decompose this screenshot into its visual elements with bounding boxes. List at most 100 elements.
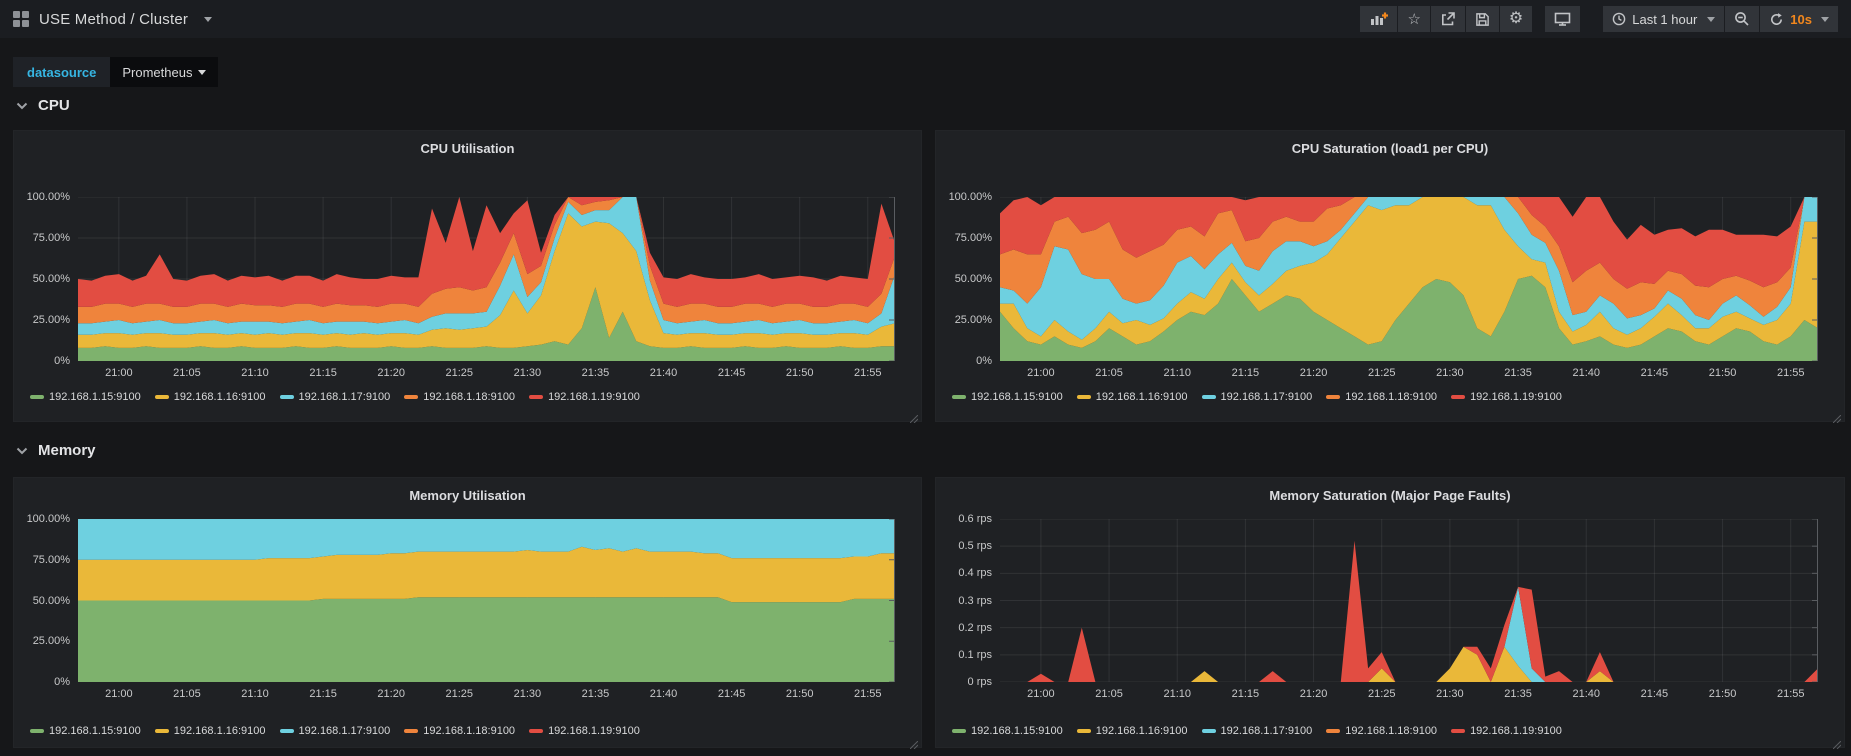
x-axis-tick-label: 21:10 [241, 688, 269, 700]
panel-cpu-utilisation: CPU Utilisation 100.00% 75.00% 50.00% 25.00… [13, 130, 922, 424]
panel-resize-handle[interactable] [1832, 410, 1842, 424]
x-axis-tick-label: 21:30 [1436, 688, 1464, 700]
legend-series-name: 192.168.1.16:9100 [1095, 391, 1188, 403]
panel-resize-handle[interactable] [1832, 736, 1842, 750]
chart-plot-area[interactable] [78, 519, 895, 682]
legend-series-color [279, 729, 294, 733]
datasource-variable-value[interactable]: Prometheus [110, 57, 219, 87]
legend-item[interactable]: 192.168.1.19:9100 [1451, 391, 1562, 403]
chart-plot-area[interactable] [78, 197, 895, 361]
submenu: datasource Prometheus [13, 57, 219, 87]
legend-series-color [30, 729, 44, 733]
refresh-interval-label: 10s [1790, 11, 1812, 27]
y-axis-tick-label: 0.1 rps [958, 648, 992, 661]
zoom-out-button[interactable] [1725, 6, 1760, 32]
x-axis-tick-label: 21:45 [1640, 367, 1669, 379]
y-axis-tick-label: 100.00% [26, 191, 70, 203]
legend-item[interactable]: 192.168.1.16:9100 [154, 391, 266, 403]
legend-item[interactable]: 192.168.1.15:9100 [952, 391, 1063, 403]
x-axis-tick-label: 21:25 [1367, 688, 1396, 700]
panel-title[interactable]: CPU Utilisation [420, 141, 515, 156]
legend-series-name: 192.168.1.16:9100 [173, 391, 266, 403]
legend-item[interactable]: 192.168.1.17:9100 [1201, 391, 1313, 403]
dashboard-title-menu[interactable]: USE Method / Cluster [0, 11, 213, 28]
legend-series-color [1326, 395, 1341, 399]
save-button[interactable] [1465, 6, 1499, 32]
legend-item[interactable]: 192.168.1.18:9100 [1326, 391, 1437, 403]
legend-item[interactable]: 192.168.1.16:9100 [1076, 725, 1188, 737]
navbar-actions: ☆ ⚙ Las [1359, 6, 1851, 32]
legend-item[interactable]: 192.168.1.18:9100 [1326, 725, 1437, 737]
panel-memory-saturation: Memory Saturation (Major Page Faults) 0.… [935, 477, 1845, 750]
legend-item[interactable]: 192.168.1.15:9100 [952, 725, 1063, 737]
y-axis-tick-label: 25.00% [32, 635, 70, 648]
legend-series-color [154, 729, 169, 733]
legend-item[interactable]: 192.168.1.16:9100 [1076, 391, 1188, 403]
legend-series-name: 192.168.1.18:9100 [423, 725, 516, 737]
time-range-picker[interactable]: Last 1 hour [1603, 6, 1725, 32]
legend-series-name: 192.168.1.19:9100 [548, 391, 640, 403]
legend-item[interactable]: 192.168.1.16:9100 [154, 725, 266, 737]
x-axis-tick-label: 21:20 [1299, 688, 1328, 700]
area-series [1000, 197, 1818, 289]
y-axis-tick-label: 50.00% [32, 594, 70, 607]
cycle-view-button[interactable] [1545, 6, 1581, 32]
legend-series-color [1451, 395, 1466, 399]
legend-item[interactable]: 192.168.1.17:9100 [279, 391, 390, 403]
x-axis-tick-label: 21:10 [241, 367, 269, 379]
refresh-button[interactable]: 10s [1760, 6, 1838, 32]
legend-series-name: 192.168.1.19:9100 [1470, 725, 1562, 737]
y-axis-tick-label: 0 rps [967, 676, 992, 688]
chevron-down-icon [198, 69, 207, 75]
panel-resize-handle[interactable] [909, 410, 919, 424]
star-button[interactable]: ☆ [1398, 6, 1430, 32]
y-axis-tick-label: 0.6 rps [958, 513, 992, 525]
legend: 192.168.1.15:9100 192.168.1.16:9100 192.16… [952, 725, 1562, 737]
legend-series-name: 192.168.1.15:9100 [971, 725, 1063, 737]
bar-chart-plus-icon [1371, 12, 1389, 25]
panel-title[interactable]: Memory Utilisation [409, 488, 526, 503]
panel-title[interactable]: CPU Saturation (load1 per CPU) [1291, 141, 1489, 156]
panel-title[interactable]: Memory Saturation (Major Page Faults) [1269, 488, 1511, 503]
row-header-cpu[interactable]: CPU [16, 97, 70, 114]
settings-button[interactable]: ⚙ [1499, 6, 1533, 32]
y-axis-tick-label: 75.00% [32, 232, 70, 244]
legend-item[interactable]: 192.168.1.19:9100 [1451, 725, 1562, 737]
legend: 192.168.1.15:9100 192.168.1.16:9100 192.16… [952, 391, 1562, 403]
legend-series-name: 192.168.1.17:9100 [1220, 391, 1313, 403]
row-header-memory[interactable]: Memory [16, 442, 96, 459]
x-axis-tick-label: 21:00 [105, 367, 133, 379]
y-axis-tick-label: 75.00% [32, 553, 70, 566]
legend-item[interactable]: 192.168.1.19:9100 [529, 391, 640, 403]
chevron-down-icon [1707, 16, 1716, 22]
chart-plot-area[interactable] [1000, 197, 1818, 361]
share-button[interactable] [1430, 6, 1465, 32]
clock-icon [1612, 12, 1626, 26]
legend-series-name: 192.168.1.17:9100 [298, 725, 391, 737]
x-axis-tick-label: 21:40 [1572, 688, 1600, 700]
legend-item[interactable]: 192.168.1.15:9100 [30, 391, 141, 403]
y-axis-tick-label: 0% [54, 355, 70, 367]
chart-plot-area[interactable] [1000, 519, 1818, 682]
legend-series-color [1076, 729, 1091, 733]
legend-item[interactable]: 192.168.1.18:9100 [404, 725, 515, 737]
area-series [1000, 646, 1818, 682]
legend-item[interactable]: 192.168.1.19:9100 [529, 725, 640, 737]
y-axis-tick-label: 0% [54, 676, 70, 688]
legend-series-color [154, 395, 169, 399]
x-axis-tick-label: 21:15 [309, 688, 337, 700]
share-icon [1441, 12, 1455, 26]
legend-item[interactable]: 192.168.1.15:9100 [30, 725, 141, 737]
panel-memory-utilisation: Memory Utilisation 100.00% 75.00% 50.00% 25… [13, 477, 922, 750]
legend-item[interactable]: 192.168.1.18:9100 [404, 391, 515, 403]
panel-resize-handle[interactable] [909, 736, 919, 750]
x-axis-tick-label: 21:55 [854, 367, 882, 379]
legend-series-name: 192.168.1.15:9100 [49, 391, 141, 403]
x-axis-tick-label: 21:25 [445, 367, 474, 379]
x-axis-tick-label: 21:15 [1231, 688, 1260, 700]
area-series [1000, 586, 1818, 682]
legend-series-color [952, 395, 966, 399]
legend-item[interactable]: 192.168.1.17:9100 [279, 725, 391, 737]
legend-item[interactable]: 192.168.1.17:9100 [1201, 725, 1312, 737]
add-panel-button[interactable] [1360, 6, 1398, 32]
